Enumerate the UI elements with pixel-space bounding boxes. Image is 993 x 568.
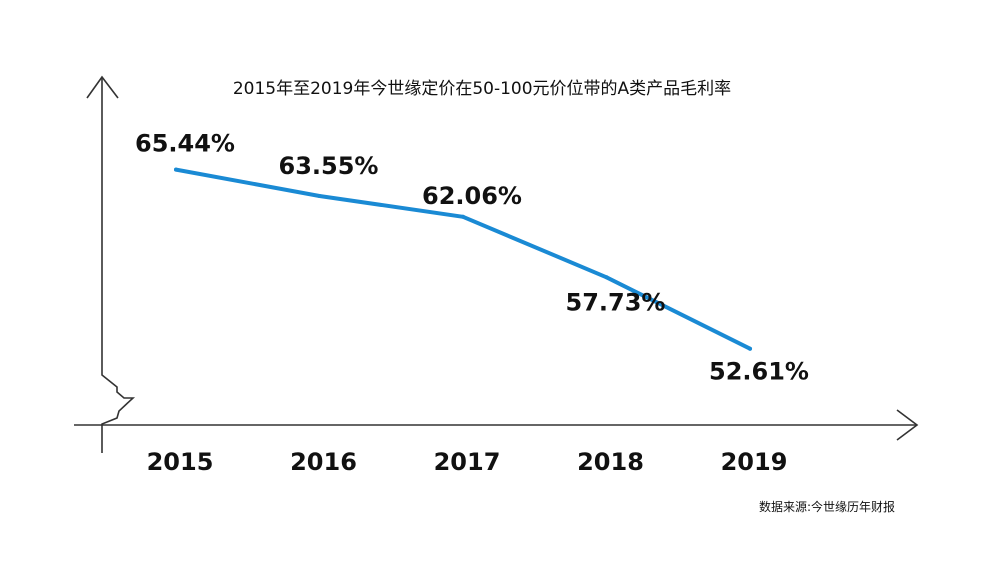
source-note: 数据来源:今世缘历年财报 <box>759 499 895 514</box>
data-label: 63.55% <box>279 152 379 180</box>
data-label: 52.61% <box>709 358 809 386</box>
y-axis-arrow <box>86 75 119 99</box>
data-point <box>174 167 178 172</box>
x-tick-label: 2016 <box>290 448 357 476</box>
data-labels: 65.44% 63.55% 62.06% 57.73% 52.61% <box>135 130 809 386</box>
x-tick-label: 2015 <box>147 448 214 476</box>
data-label: 57.73% <box>566 288 666 316</box>
data-label: 62.06% <box>422 182 522 210</box>
x-axis-arrow <box>896 409 919 441</box>
x-tick-labels: 2015 2016 2017 2018 2019 <box>147 448 788 476</box>
data-point <box>461 214 465 219</box>
data-point <box>604 275 609 280</box>
x-tick-label: 2018 <box>577 448 644 476</box>
chart-title: 2015年至2019年今世缘定价在50-100元价位带的A类产品毛利率 <box>233 79 731 99</box>
x-tick-label: 2019 <box>721 448 788 476</box>
data-point <box>317 193 322 198</box>
y-axis <box>101 77 136 453</box>
x-tick-label: 2017 <box>434 448 501 476</box>
data-label: 65.44% <box>135 130 235 158</box>
data-point <box>748 346 752 351</box>
series-group <box>174 167 752 351</box>
